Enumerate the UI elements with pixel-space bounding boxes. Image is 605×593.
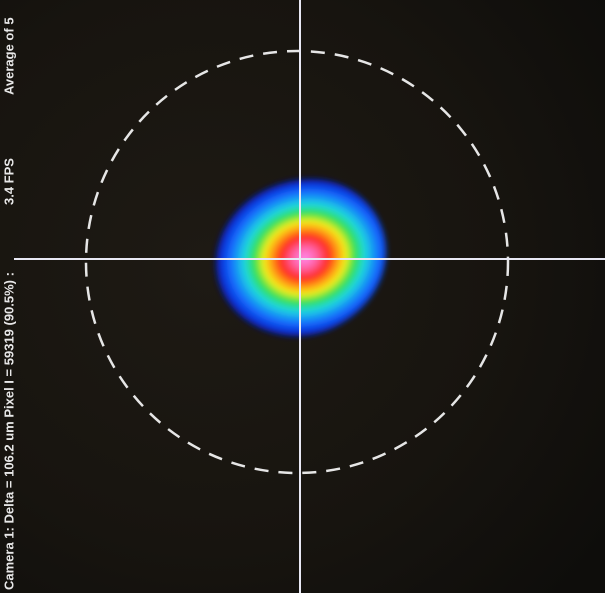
aperture-circle xyxy=(84,49,510,475)
beam-spot xyxy=(203,176,387,338)
status-label: Camera 1: Delta = 106.2 um Pixel I = 593… xyxy=(1,272,16,590)
average-label: Average of 5 xyxy=(1,17,16,95)
fps-label: 3.4 FPS xyxy=(1,158,16,205)
